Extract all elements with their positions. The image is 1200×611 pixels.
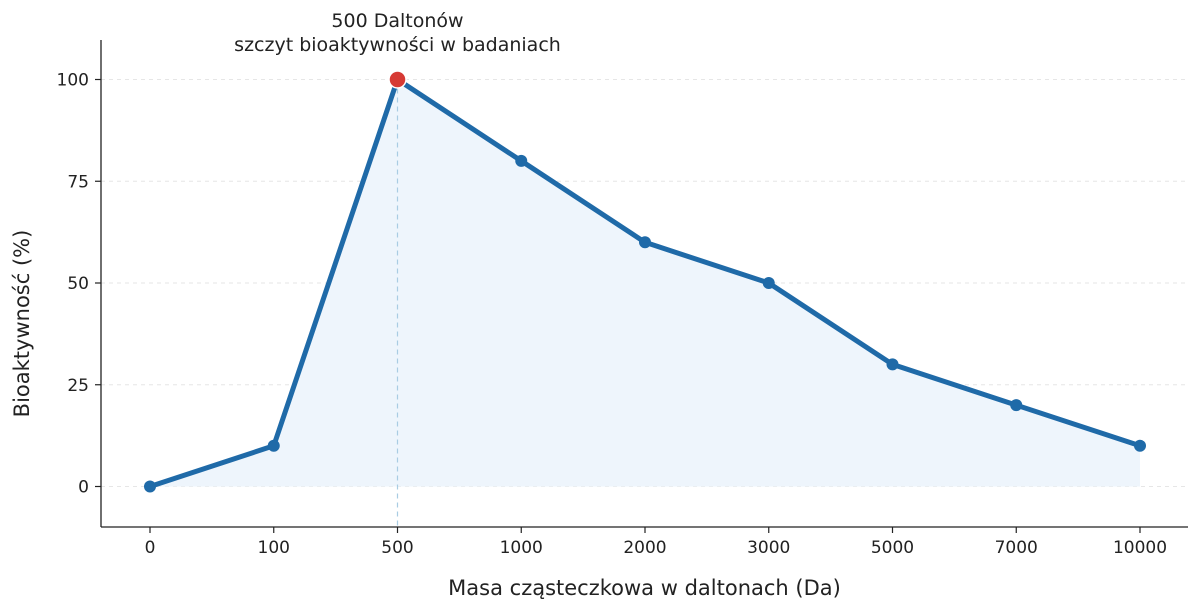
data-point — [515, 154, 528, 167]
y-tick-label: 25 — [67, 376, 89, 396]
peak-annotation-line2: szczyt bioaktywności w badaniach — [234, 34, 561, 56]
data-point — [144, 480, 156, 493]
x-tick-label: 3000 — [747, 538, 790, 558]
y-tick-label: 50 — [67, 274, 89, 294]
data-point — [1134, 439, 1146, 452]
data-point — [639, 236, 651, 249]
y-tick-label: 100 — [57, 71, 89, 91]
data-point — [1010, 399, 1023, 412]
data-points — [144, 70, 1146, 493]
x-tick-label: 100 — [258, 538, 290, 558]
y-tick-label: 75 — [67, 172, 89, 192]
data-point — [267, 439, 280, 452]
x-tick-label: 10000 — [1113, 538, 1167, 558]
peak-annotation-line1: 500 Daltonów — [331, 10, 463, 32]
x-tick-label: 2000 — [623, 538, 666, 558]
x-ticks: 0 100 500 1000 2000 3000 5000 7000 10000 — [145, 527, 1167, 558]
x-tick-label: 500 — [381, 538, 413, 558]
y-axis-title: Bioaktywność (%) — [10, 230, 34, 418]
x-tick-label: 5000 — [871, 538, 914, 558]
data-point — [762, 277, 775, 289]
x-tick-label: 1000 — [500, 538, 543, 558]
y-ticks: 0 25 50 75 100 — [57, 71, 101, 498]
data-point — [886, 358, 899, 371]
peak-point — [388, 70, 407, 89]
x-axis-title: Masa cząsteczkowa w daltonach (Da) — [448, 576, 841, 600]
x-tick-label: 0 — [145, 538, 156, 558]
x-tick-label: 7000 — [995, 538, 1038, 558]
y-tick-label: 0 — [78, 478, 89, 498]
